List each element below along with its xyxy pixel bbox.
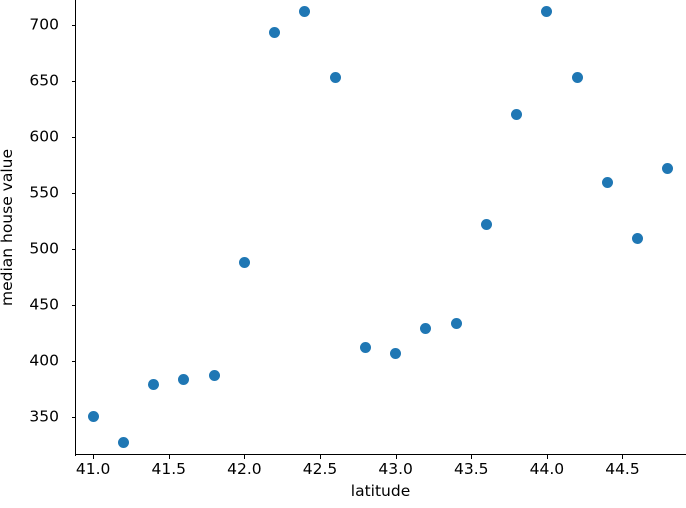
data-point — [480, 218, 492, 230]
data-point — [541, 5, 553, 17]
x-tick-label: 41.0 — [75, 460, 111, 478]
y-tick-mark — [71, 24, 75, 26]
x-tick-mark — [471, 455, 473, 459]
y-axis-tick-labels: 350 400 450 500 550 600 650 700 — [0, 0, 67, 455]
y-tick-mark — [71, 304, 75, 306]
y-tick-label: 400 — [29, 351, 59, 370]
data-point — [238, 256, 250, 268]
y-tick-label: 550 — [29, 183, 59, 201]
y-tick-mark — [71, 360, 75, 362]
left-spine — [75, 0, 76, 456]
x-tick-mark — [320, 455, 321, 459]
x-tick-mark — [93, 455, 95, 459]
x-tick-mark — [622, 455, 624, 459]
y-tick-mark — [71, 136, 75, 138]
axes-frame — [75, 0, 686, 456]
x-tick-mark — [244, 455, 246, 459]
data-point — [178, 374, 190, 386]
x-tick-label: 42.0 — [227, 460, 262, 478]
data-point — [269, 27, 281, 38]
x-tick-label: 44.0 — [529, 460, 565, 478]
data-point — [420, 322, 432, 334]
y-tick-label: 350 — [29, 407, 59, 426]
data-point — [450, 318, 462, 330]
data-point — [359, 341, 371, 353]
x-tick-label: 44.5 — [605, 460, 640, 478]
y-tick-label: 450 — [29, 295, 59, 314]
data-point — [299, 5, 311, 17]
bottom-spine — [75, 454, 686, 455]
x-tick-label: 43.5 — [453, 460, 489, 478]
y-tick-label: 500 — [29, 239, 59, 258]
data-point — [87, 411, 99, 423]
data-point — [601, 177, 613, 189]
data-point — [571, 71, 583, 83]
y-tick-mark — [71, 248, 75, 250]
y-tick-label: 650 — [29, 70, 59, 89]
y-tick-label: 700 — [29, 14, 59, 33]
data-point — [511, 108, 523, 120]
data-point — [662, 162, 674, 174]
x-tick-mark — [546, 455, 548, 459]
data-point — [632, 233, 644, 245]
data-point — [390, 347, 402, 359]
y-tick-mark — [71, 192, 75, 194]
x-tick-label: 42.5 — [302, 460, 338, 478]
y-tick-mark — [71, 416, 75, 418]
x-tick-label: 43.0 — [378, 460, 413, 478]
data-point — [329, 71, 341, 83]
x-axis-label: latitude — [350, 482, 411, 500]
data-point — [208, 369, 220, 381]
data-point — [148, 378, 160, 390]
y-tick-label: 600 — [29, 126, 59, 145]
x-tick-mark — [168, 455, 170, 459]
y-tick-mark — [71, 80, 75, 82]
data-point — [117, 437, 129, 449]
plot-area — [71, 0, 686, 459]
x-tick-label: 41.5 — [151, 460, 187, 478]
x-tick-mark — [395, 455, 397, 459]
